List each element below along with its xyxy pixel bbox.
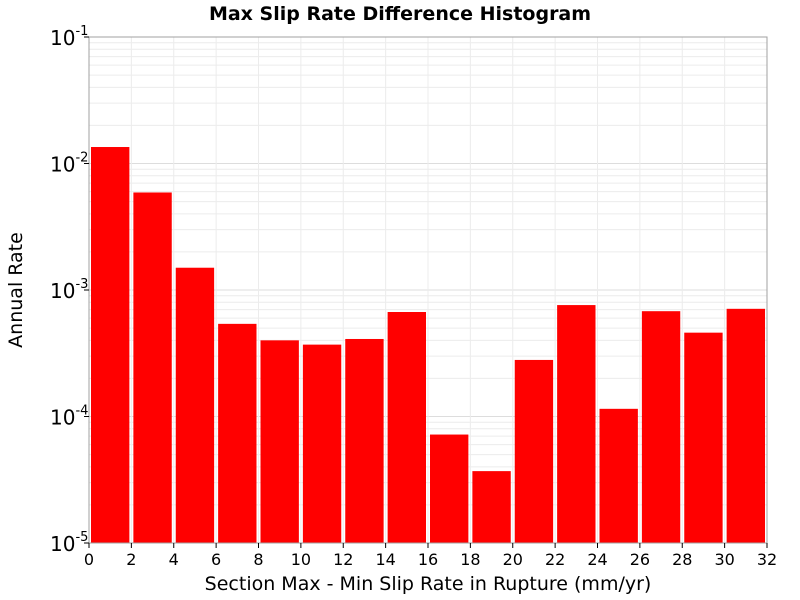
x-tick-label: 12: [333, 550, 353, 569]
y-tick-label: 10-4: [50, 404, 88, 430]
histogram-bar: [91, 147, 130, 544]
chart-title: Max Slip Rate Difference Histogram: [209, 3, 591, 25]
histogram-bar: [175, 267, 215, 543]
histogram-bar: [641, 311, 681, 543]
bars: [91, 147, 765, 544]
x-tick-label: 18: [460, 550, 480, 569]
x-tick-label: 32: [757, 550, 777, 569]
x-tick-label: 24: [587, 550, 607, 569]
histogram-bar: [684, 332, 723, 543]
histogram-bar: [260, 340, 299, 543]
x-tick-label: 4: [169, 550, 179, 569]
x-tick-label: 16: [418, 550, 438, 569]
x-tick-label: 30: [714, 550, 734, 569]
histogram-bar: [387, 312, 426, 543]
x-tick-label: 6: [211, 550, 221, 569]
x-axis-ticks: 0 2 4 6 8 10 12 14 16 18 20 22 24 26 28 30 32: [84, 543, 777, 569]
histogram-bar: [599, 408, 638, 543]
histogram-bar: [133, 192, 172, 543]
x-tick-label: 22: [545, 550, 565, 569]
histogram-bar: [726, 308, 765, 543]
y-axis-ticks: 10-5 10-4 10-3 10-2 10-1: [50, 24, 89, 556]
x-tick-label: 0: [84, 550, 94, 569]
y-tick-label: 10-2: [50, 151, 88, 177]
x-tick-label: 28: [672, 550, 692, 569]
y-axis-label: Annual Rate: [5, 232, 27, 348]
histogram-bar: [345, 338, 384, 543]
x-tick-label: 20: [503, 550, 523, 569]
histogram-bar: [557, 305, 596, 543]
x-axis-label: Section Max - Min Slip Rate in Rupture (…: [205, 573, 652, 595]
x-tick-label: 2: [126, 550, 136, 569]
x-tick-label: 26: [630, 550, 650, 569]
histogram-bar: [472, 471, 511, 543]
histogram-bar: [430, 434, 469, 543]
y-tick-label: 10-3: [50, 277, 88, 303]
y-tick-label: 10-5: [50, 530, 88, 556]
histogram-bar: [218, 323, 257, 543]
histogram-bar: [514, 359, 554, 543]
x-tick-label: 10: [291, 550, 311, 569]
x-tick-label: 8: [253, 550, 263, 569]
histogram-bar: [302, 344, 342, 543]
x-tick-label: 14: [375, 550, 395, 569]
y-tick-label: 10-1: [50, 24, 88, 50]
